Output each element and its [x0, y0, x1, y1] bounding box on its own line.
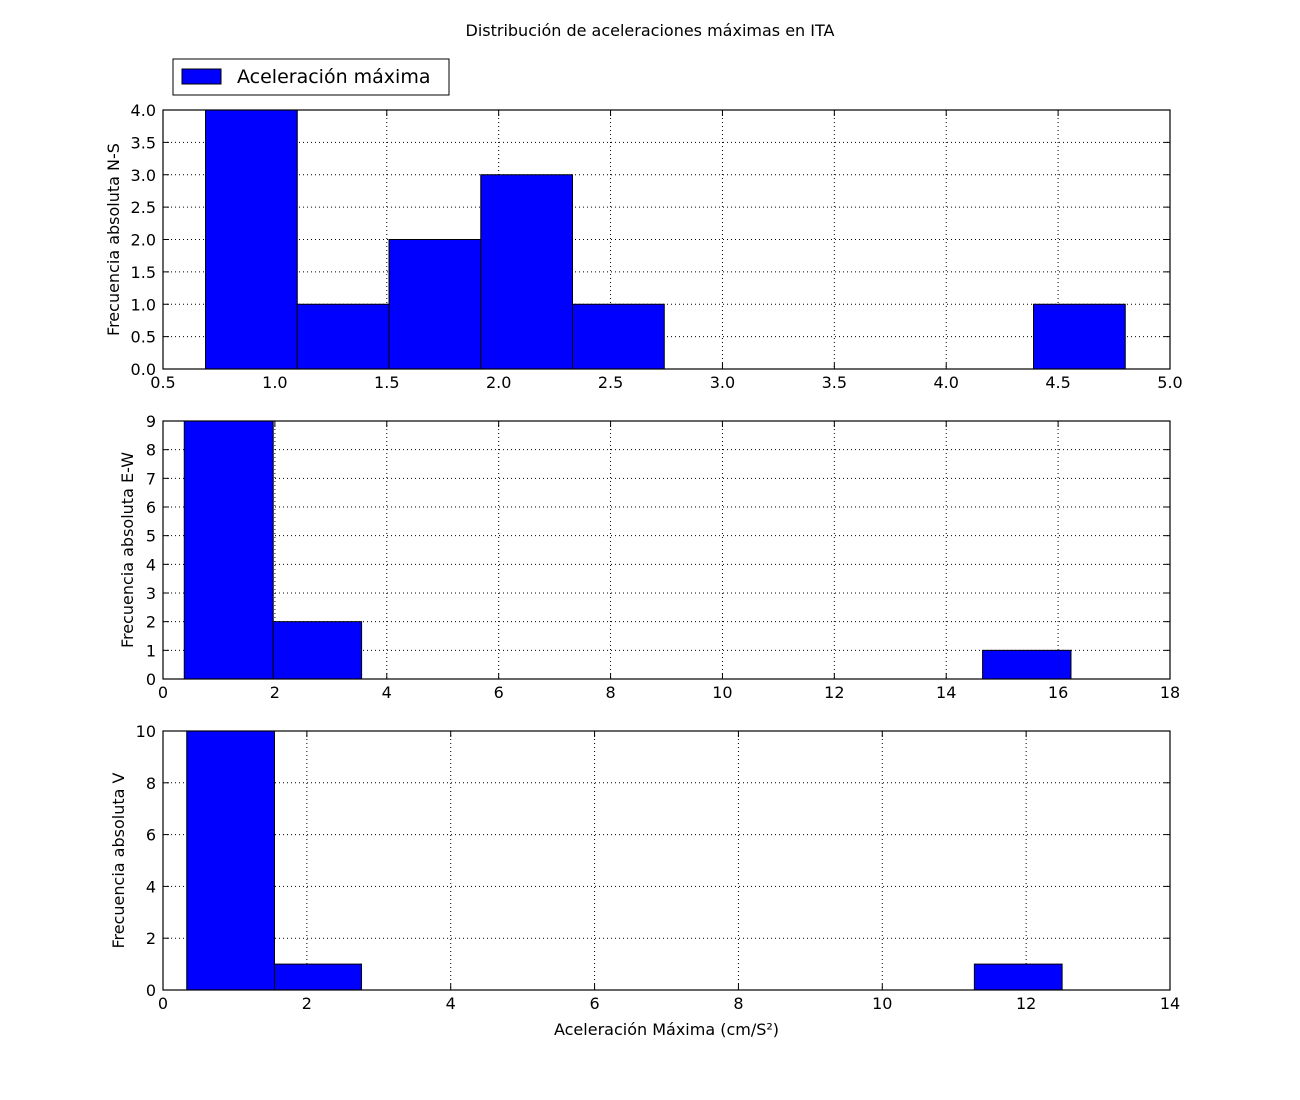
histogram-bar: [388, 239, 482, 370]
x-tick-label: 2.5: [598, 373, 623, 392]
histogram-bar: [205, 109, 298, 370]
y-tick-label: 5: [146, 527, 156, 546]
axes-frame: [162, 420, 1171, 680]
x-tick-label: 2: [302, 994, 312, 1013]
x-tick-label: 4: [382, 683, 392, 702]
legend: Aceleración máxima: [172, 58, 450, 96]
histogram-bar: [1032, 303, 1126, 370]
histogram-bar: [273, 963, 363, 991]
x-tick-label: 3.0: [710, 373, 735, 392]
histogram-bar: [982, 649, 1072, 680]
histogram-bar: [572, 303, 665, 370]
y-tick-label: 4: [146, 555, 156, 574]
x-tick-label: 12: [1016, 994, 1036, 1013]
y-tick-label: 2.5: [131, 198, 156, 217]
y-axis-label: Frecuencia absoluta E-W: [118, 452, 137, 648]
y-tick-label: 3.0: [131, 166, 156, 185]
legend-label: Aceleración máxima: [237, 66, 430, 88]
chart-title: Distribución de aceleraciones máximas en…: [466, 21, 835, 40]
y-tick-label: 6: [146, 498, 156, 517]
y-tick-label: 10: [136, 722, 156, 741]
x-tick-label: 10: [872, 994, 892, 1013]
y-tick-label: 1.5: [131, 263, 156, 282]
x-tick-label: 1.0: [262, 373, 287, 392]
x-tick-label: 4.5: [1045, 373, 1070, 392]
y-tick-label: 0.0: [131, 360, 156, 379]
y-tick-label: 1.0: [131, 295, 156, 314]
y-tick-label: 6: [146, 826, 156, 845]
x-tick-label: 4.0: [933, 373, 958, 392]
panel-1: 0.5 1.0 1.5 2.0 2.5 3.0 3.5 4.0 4.5 5.00.00.51.01…: [104, 101, 1183, 392]
x-tick-label: 5.0: [1157, 373, 1182, 392]
histogram-bar: [296, 303, 390, 370]
y-tick-label: 3: [146, 584, 156, 603]
y-tick-label: 2: [146, 929, 156, 948]
x-tick-label: 14: [936, 683, 956, 702]
axes-frame: [162, 109, 1171, 370]
x-tick-label: 0: [158, 683, 168, 702]
y-tick-label: 4.0: [131, 101, 156, 120]
x-axis-label: Aceleración Máxima (cm/S²): [554, 1020, 779, 1039]
y-axis-label: Frecuencia absoluta V: [109, 772, 128, 948]
y-tick-label: 3.5: [131, 133, 156, 152]
x-tick-label: 16: [1048, 683, 1068, 702]
y-tick-label: 4: [146, 877, 156, 896]
y-tick-label: 2: [146, 613, 156, 632]
x-tick-label: 18: [1160, 683, 1180, 702]
y-tick-label: 7: [146, 469, 156, 488]
y-tick-label: 0: [146, 981, 156, 1000]
y-tick-label: 0: [146, 670, 156, 689]
x-tick-label: 2: [270, 683, 280, 702]
x-tick-label: 1.5: [374, 373, 399, 392]
histogram-bar: [186, 730, 275, 991]
x-tick-label: 0: [158, 994, 168, 1013]
axes-frame: [162, 730, 1171, 991]
y-tick-label: 8: [146, 774, 156, 793]
x-tick-label: 6: [589, 994, 599, 1013]
histogram-bar: [480, 174, 574, 370]
x-tick-label: 12: [824, 683, 844, 702]
x-tick-label: 0.5: [150, 373, 175, 392]
x-tick-label: 8: [605, 683, 615, 702]
y-tick-label: 0.5: [131, 328, 156, 347]
x-tick-label: 4: [446, 994, 456, 1013]
histogram-bar: [973, 963, 1063, 991]
histogram-bar: [272, 621, 363, 680]
x-tick-label: 10: [712, 683, 732, 702]
x-tick-label: 6: [494, 683, 504, 702]
histogram-bar: [183, 420, 274, 680]
y-tick-label: 1: [146, 641, 156, 660]
y-tick-label: 2.0: [131, 231, 156, 250]
y-tick-label: 9: [146, 412, 156, 431]
y-axis-label: Frecuencia absoluta N-S: [104, 143, 123, 336]
legend-swatch: [181, 68, 222, 85]
x-tick-label: 3.5: [822, 373, 847, 392]
x-tick-label: 8: [733, 994, 743, 1013]
y-tick-label: 8: [146, 441, 156, 460]
x-tick-label: 14: [1160, 994, 1180, 1013]
x-tick-label: 2.0: [486, 373, 511, 392]
panel-3: 0 2 4 6 8 10 12 14 0 2 4 6 8 10 Frecuencia absoluta V A…: [109, 722, 1180, 1039]
